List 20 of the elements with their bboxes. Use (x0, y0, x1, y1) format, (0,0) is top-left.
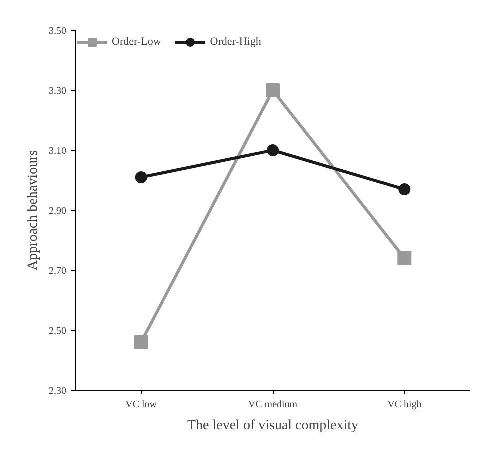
x-tick-label: VC high (388, 400, 422, 410)
point (398, 252, 412, 266)
point (398, 184, 411, 196)
point (135, 172, 148, 184)
y-tick-label: 3.10 (49, 146, 66, 157)
x-tick-label: VC low (126, 400, 158, 410)
point (134, 336, 148, 350)
point (266, 84, 280, 98)
x-tick-label: VC medium (248, 400, 298, 410)
y-tick-label: 2.70 (49, 266, 66, 277)
y-tick-label: 3.30 (49, 86, 66, 97)
y-tick-label: 2.50 (49, 326, 66, 337)
point (267, 144, 279, 156)
legend-label: Order-Low (112, 36, 162, 48)
y-tick-label: 2.90 (49, 206, 66, 217)
y-tick-label: 3.50 (49, 26, 66, 37)
x-axis-title: The level of visual complexity (187, 418, 359, 434)
legend-label: Order-High (210, 36, 262, 48)
y-tick-label: 2.30 (49, 386, 66, 397)
y-axis-title: Approach behaviours (26, 150, 41, 271)
